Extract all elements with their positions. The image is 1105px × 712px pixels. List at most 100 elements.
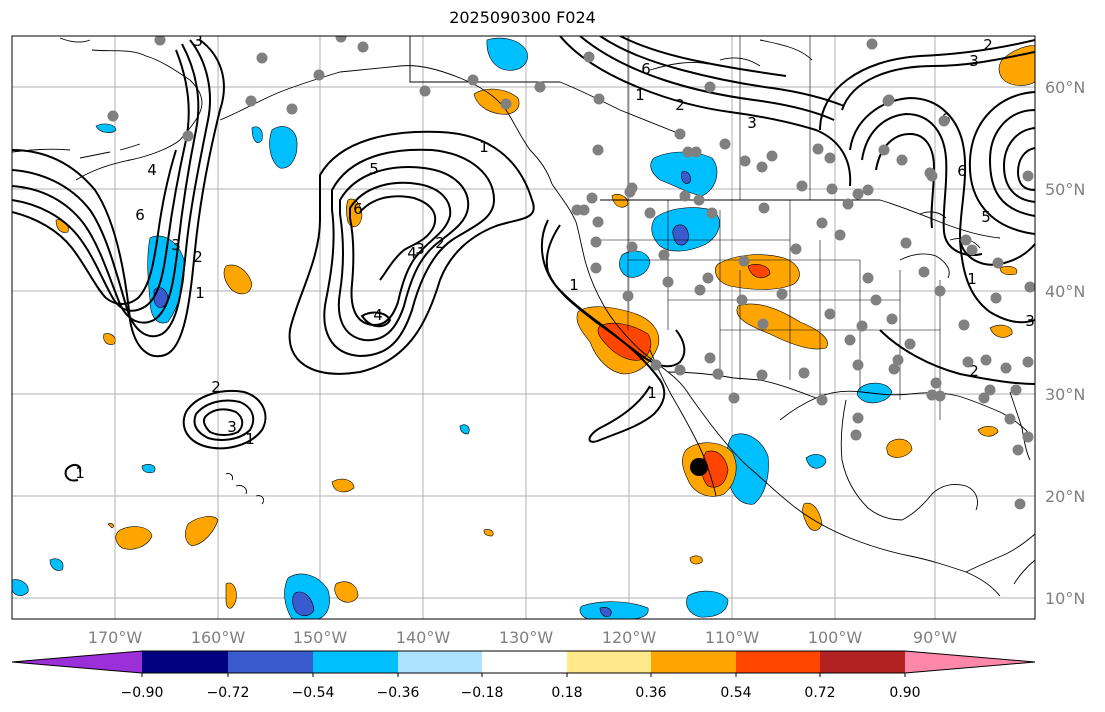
colorbar-segment	[313, 651, 398, 673]
contour-label: 4	[407, 244, 417, 262]
contour-label: 2	[435, 234, 445, 252]
station-dot	[866, 38, 878, 50]
station-dot	[958, 319, 970, 331]
station-dot	[674, 364, 686, 376]
station-dot	[583, 51, 595, 63]
contour-line	[599, 36, 845, 107]
station-dot	[862, 272, 874, 284]
colorbar-tick-label: −0.72	[207, 685, 250, 701]
colorbar-tick-label: 0.18	[551, 685, 582, 701]
station-dot	[679, 190, 691, 202]
alaska-coast	[59, 37, 203, 181]
station-dot	[883, 94, 895, 106]
anomaly-blob	[95, 123, 117, 133]
latitude-labels: 60°N 50°N 40°N 30°N 20°N 10°N	[1045, 78, 1085, 608]
anomaly-blob	[689, 555, 703, 565]
latitude-label: 30°N	[1045, 385, 1085, 404]
contour-line	[988, 109, 1035, 217]
contour-label: 2	[969, 362, 979, 380]
station-dot	[758, 202, 770, 214]
colorbar-segment	[567, 651, 651, 673]
station-dot	[706, 207, 718, 219]
colorbar-segment	[736, 651, 820, 673]
contour-line	[12, 39, 211, 338]
contour-label: 6	[353, 200, 363, 218]
colorbar-tick-label: 0.36	[635, 685, 666, 701]
coastlines	[12, 36, 1035, 597]
contour-line	[959, 239, 1035, 324]
station-dot	[335, 36, 347, 43]
mexico-coast	[751, 469, 1001, 597]
contour-label: 3	[193, 32, 203, 50]
anomaly-blob	[223, 264, 253, 295]
anomaly-blob	[579, 601, 649, 619]
anomaly-blob	[103, 333, 116, 345]
station-dot	[1012, 444, 1024, 456]
station-dot	[693, 194, 705, 206]
contour-label: 3	[969, 52, 979, 70]
anomaly-blob	[681, 171, 691, 184]
station-dot	[736, 294, 748, 306]
longitude-labels: 170°W 160°W 150°W 140°W 130°W 120°W 110°W 100°W…	[88, 628, 957, 647]
map-panel[interactable]: 3463211564242311116123236651233	[12, 32, 1036, 620]
station-dot	[926, 389, 938, 401]
station-dot	[728, 392, 740, 404]
station-dot	[960, 234, 972, 246]
contour-label: 3	[227, 418, 237, 436]
anomaly-blob	[736, 303, 828, 350]
station-dot	[756, 161, 768, 173]
contour-label: 3	[415, 240, 425, 258]
central-america	[965, 533, 1035, 585]
us-canada-border	[600, 199, 1001, 239]
colorbar: −0.90 −0.72 −0.54 −0.36 −0.18 0.18 0.36 0.54 0.7…	[11, 650, 1036, 701]
station-dot	[824, 152, 836, 164]
contour-line	[559, 36, 852, 187]
contour-line	[879, 329, 1035, 385]
anomaly-blob	[886, 438, 913, 458]
colorbar-extend-low	[12, 651, 142, 673]
contour-line	[193, 399, 255, 441]
contour-line	[323, 148, 496, 358]
station-dot	[626, 241, 638, 253]
contour-line	[182, 390, 267, 450]
station-dot	[154, 36, 166, 46]
station-dot	[534, 81, 546, 93]
station-dot	[719, 138, 731, 150]
state-lines	[600, 200, 941, 420]
longitude-label: 110°W	[705, 628, 760, 647]
station-dot	[357, 41, 369, 53]
contour-line	[337, 166, 470, 342]
latitude-label: 60°N	[1045, 78, 1085, 97]
anomaly-blob	[225, 582, 237, 609]
storm-center-marker[interactable]	[690, 458, 708, 476]
colorbar-segment	[228, 651, 313, 673]
contour-label: 1	[635, 86, 645, 104]
contour-label: 4	[147, 161, 157, 179]
station-dot	[978, 392, 990, 404]
anomaly-blob	[856, 382, 893, 404]
colorbar-tick-label: −0.18	[461, 685, 504, 701]
station-dot	[930, 377, 942, 389]
longitude-label: 120°W	[602, 628, 657, 647]
contour-line	[349, 181, 452, 326]
station-dot	[182, 130, 194, 142]
anomaly-blob	[999, 266, 1018, 276]
longitude-label: 90°W	[913, 628, 957, 647]
contour-line	[12, 149, 177, 305]
anomaly-blob	[619, 250, 651, 278]
contour-line	[819, 39, 1035, 131]
station-dot	[766, 150, 778, 162]
longitude-label: 100°W	[808, 628, 863, 647]
contour-label: 1	[647, 384, 657, 402]
station-dot	[467, 74, 479, 86]
anomaly-blob	[107, 523, 114, 529]
station-dot	[622, 290, 634, 302]
station-dot	[1004, 413, 1016, 425]
anomaly-blob	[292, 591, 315, 617]
colorbar-tick-label: 0.72	[804, 685, 835, 701]
contour-label: 1	[479, 138, 489, 156]
station-dot	[245, 95, 257, 107]
anomaly-blob	[599, 607, 612, 617]
station-dot	[842, 198, 854, 210]
